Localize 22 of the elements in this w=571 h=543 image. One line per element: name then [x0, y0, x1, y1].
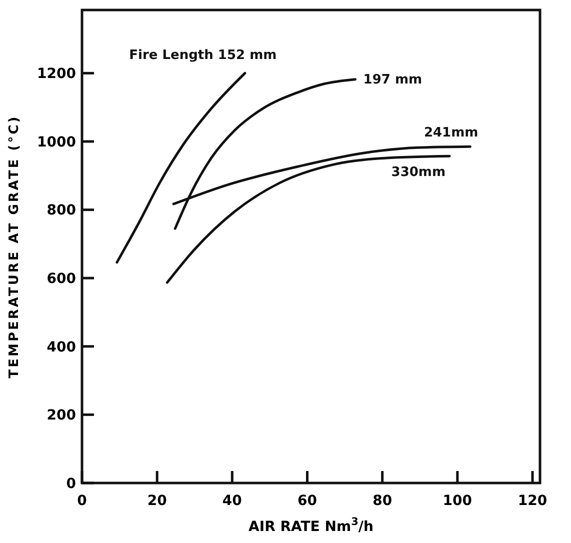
x-tick-label: 20 [147, 493, 168, 509]
x-tick-label: 120 [518, 493, 548, 509]
series-label: 241mm [424, 126, 478, 141]
series-label: 330mm [391, 165, 446, 180]
y-tick-label: 0 [66, 476, 76, 492]
y-tick-label: 1000 [37, 134, 76, 150]
x-tick-label: 80 [372, 493, 392, 509]
line-series [116, 72, 246, 264]
y-tick-label: 400 [46, 339, 76, 356]
y-axis-title: TEMPERATURE AT GRATE (°C) [7, 114, 22, 378]
y-tick-label: 1200 [37, 66, 76, 82]
x-tick-label: 40 [222, 493, 242, 509]
series-label: 197 mm [363, 72, 422, 88]
line-series [166, 154, 451, 284]
y-tick-label: 600 [46, 270, 76, 287]
text: Fire Length 152 mm [129, 48, 277, 64]
x-tick-label: 0 [77, 493, 88, 509]
x-tick-label: 100 [442, 493, 472, 509]
x-axis-title: AIR RATE Nm$^{3}$/h [248, 516, 374, 535]
y-tick-label: 200 [46, 408, 76, 424]
x-tick-label: 60 [298, 493, 318, 509]
y-tick-label: 800 [46, 202, 76, 219]
